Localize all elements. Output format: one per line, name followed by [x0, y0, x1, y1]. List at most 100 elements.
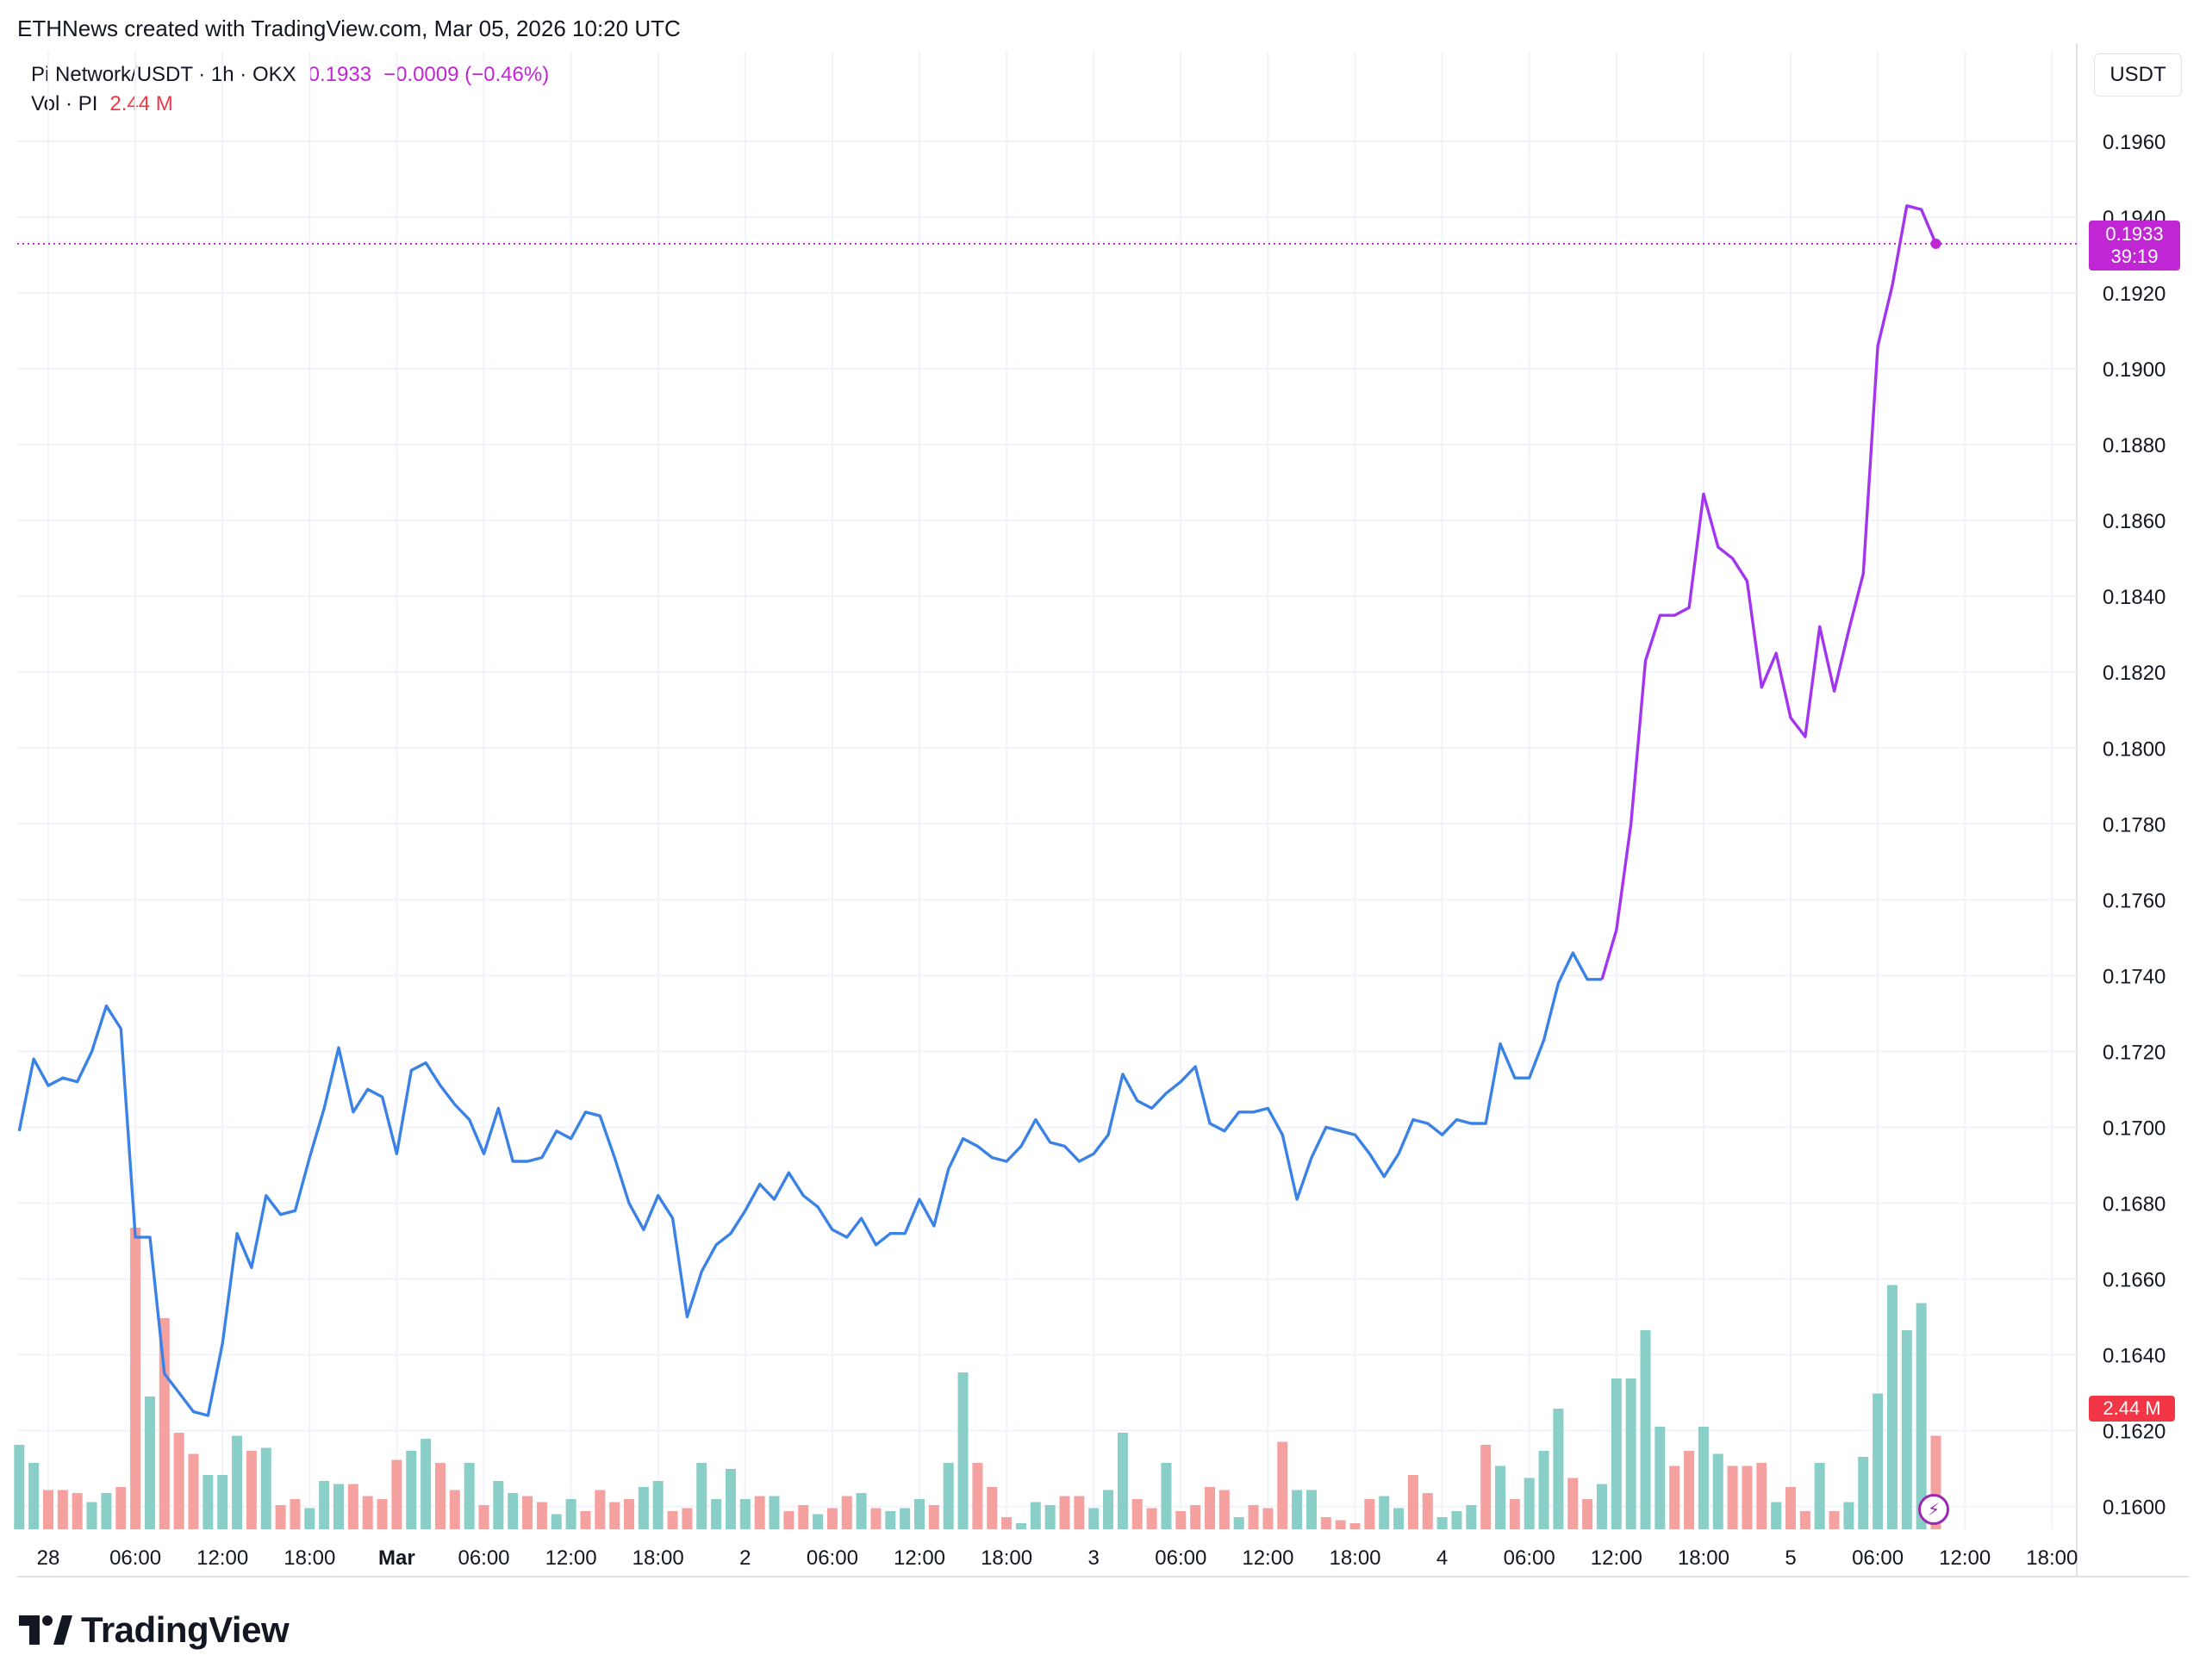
volume-bar — [1436, 1517, 1448, 1529]
volume-bar — [987, 1487, 998, 1529]
volume-bar — [841, 1496, 852, 1529]
volume-bar — [580, 1511, 591, 1529]
volume-legend-row: Vol · PI 2.44 M — [31, 90, 549, 119]
volume-bar — [1858, 1457, 1869, 1529]
volume-bar — [652, 1481, 664, 1529]
x-tick-label: 18:00 — [981, 1546, 1032, 1570]
volume-bar — [1015, 1523, 1026, 1529]
volume-bar — [1756, 1463, 1767, 1529]
y-tick-label: 0.1620 — [2103, 1421, 2165, 1444]
volume-bar — [246, 1451, 257, 1529]
volume-bar — [1103, 1490, 1114, 1529]
volume-bar — [522, 1496, 533, 1529]
volume-bar — [1379, 1496, 1390, 1529]
volume-bar — [1407, 1475, 1418, 1529]
x-tick-label: 28 — [37, 1546, 60, 1570]
volume-bar — [900, 1508, 911, 1529]
volume-bar — [101, 1493, 112, 1529]
volume-bar — [536, 1502, 547, 1529]
time-axis: 28 06:00 12:00 18:00 Mar 06:00 12:00 18:00 2 06:0… — [37, 1546, 2078, 1570]
x-tick-label: 18:00 — [2026, 1546, 2078, 1570]
y-tick-label: 0.1820 — [2103, 662, 2165, 685]
tradingview-logo[interactable]: TradingView — [19, 1609, 290, 1651]
x-tick-label: 18:00 — [1678, 1546, 1729, 1570]
volume-bar — [754, 1496, 765, 1529]
volume-bar — [769, 1496, 780, 1529]
volume-bar — [972, 1463, 983, 1529]
volume-bar — [1873, 1393, 1884, 1529]
symbol-title[interactable]: Pi Network/USDT · 1h · OKX — [31, 63, 296, 86]
volume-bar — [667, 1511, 678, 1529]
volume-bar — [1466, 1505, 1477, 1529]
volume-bar — [1030, 1502, 1041, 1529]
volume-bar — [856, 1493, 867, 1529]
volume-bar — [914, 1499, 925, 1529]
price-line-purple — [1600, 204, 1938, 980]
volume-bar — [1146, 1508, 1157, 1529]
volume-bar — [638, 1487, 649, 1529]
lightning-icon[interactable]: ⚡ — [1918, 1494, 1949, 1525]
y-tick-label: 0.1760 — [2103, 889, 2165, 912]
y-tick-label: 0.1780 — [2103, 813, 2165, 837]
volume-bar — [188, 1453, 199, 1529]
x-tick-label: 12:00 — [1939, 1546, 1991, 1570]
volume-bar — [1901, 1330, 1912, 1529]
x-tick-label: 3 — [1088, 1546, 1100, 1570]
volume-label[interactable]: Vol · PI — [31, 92, 98, 115]
volume-bar — [1524, 1478, 1535, 1529]
y-tick-label: 0.1860 — [2103, 510, 2165, 533]
x-tick-label: 18:00 — [1329, 1546, 1380, 1570]
last-price-tag: 0.1933 39:19 — [2089, 221, 2180, 271]
volume-bar — [870, 1508, 882, 1529]
volume-bar — [1161, 1463, 1172, 1529]
volume-bar — [28, 1463, 40, 1529]
volume-bar — [144, 1397, 155, 1529]
y-tick-label: 0.1700 — [2103, 1117, 2165, 1140]
volume-bar — [1814, 1463, 1825, 1529]
bar-countdown: 39:19 — [2110, 246, 2159, 267]
last-price-dot — [1930, 238, 1941, 249]
price-scale-unit[interactable]: USDT — [2094, 53, 2182, 96]
volume-bar — [1422, 1493, 1433, 1529]
volume-bar — [1829, 1511, 1840, 1529]
y-tick-label: 0.1720 — [2103, 1041, 2165, 1064]
volume-bar — [551, 1514, 562, 1529]
volume-bar — [232, 1435, 243, 1529]
volume-bars — [14, 1228, 1941, 1529]
volume-bar — [928, 1505, 939, 1529]
x-tick-label: 18:00 — [284, 1546, 335, 1570]
volume-bar — [609, 1502, 620, 1529]
y-tick-label: 0.1680 — [2103, 1192, 2165, 1216]
volume-bar — [362, 1496, 373, 1529]
volume-bar — [1131, 1499, 1143, 1529]
volume-bar — [1553, 1409, 1564, 1529]
volume-bar — [130, 1228, 141, 1529]
volume-tag: 2.44 M — [2089, 1396, 2175, 1422]
volume-bar — [682, 1508, 693, 1529]
volume-bar — [1567, 1478, 1579, 1529]
tradingview-logo-text: TradingView — [81, 1609, 290, 1650]
volume-bar — [304, 1508, 315, 1529]
volume-bar — [434, 1463, 446, 1529]
volume-bar — [478, 1505, 489, 1529]
x-tick-label: 4 — [1436, 1546, 1448, 1570]
volume-bar — [1916, 1303, 1927, 1529]
volume-bar — [1480, 1445, 1492, 1529]
price-axis: 0.19600.19400.19200.19000.18800.18600.18… — [2103, 131, 2165, 1520]
volume-bar — [1669, 1465, 1680, 1529]
x-tick-label: 12:00 — [196, 1546, 248, 1570]
volume-bar — [565, 1499, 576, 1529]
x-tick-label: 12:00 — [1591, 1546, 1642, 1570]
volume-bar — [1451, 1511, 1462, 1529]
volume-bar — [1684, 1451, 1695, 1529]
volume-bar — [14, 1445, 25, 1529]
x-tick-label: 06:00 — [109, 1546, 161, 1570]
volume-bar — [508, 1493, 519, 1529]
x-tick-label: 06:00 — [458, 1546, 509, 1570]
volume-bar — [813, 1514, 824, 1529]
volume-bar — [826, 1508, 838, 1529]
volume-bar — [217, 1475, 228, 1529]
price-line — [17, 204, 2077, 1417]
volume-bar — [783, 1511, 795, 1529]
